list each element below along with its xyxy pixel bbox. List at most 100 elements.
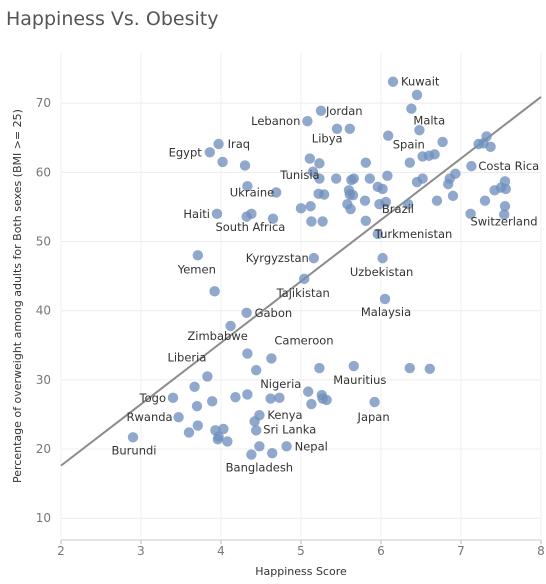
- data-point[interactable]: [246, 208, 257, 220]
- data-point[interactable]: [485, 141, 496, 152]
- data-point[interactable]: [360, 157, 371, 168]
- data-point[interactable]: [319, 189, 330, 200]
- data-point[interactable]: [314, 362, 325, 374]
- data-point[interactable]: [431, 195, 443, 206]
- data-point[interactable]: [191, 400, 203, 412]
- data-point[interactable]: [211, 208, 223, 220]
- data-point[interactable]: [414, 124, 425, 136]
- data-point[interactable]: [218, 423, 229, 435]
- data-point[interactable]: [271, 187, 282, 198]
- data-point[interactable]: [437, 136, 448, 148]
- data-point[interactable]: [499, 201, 511, 212]
- data-point[interactable]: [347, 189, 359, 201]
- data-point[interactable]: [267, 447, 278, 459]
- data-point[interactable]: [254, 441, 265, 452]
- data-point[interactable]: [302, 115, 313, 127]
- data-point[interactable]: [403, 198, 414, 210]
- data-point[interactable]: [500, 183, 511, 195]
- data-point[interactable]: [217, 156, 228, 168]
- data-point[interactable]: [443, 178, 454, 190]
- data-point[interactable]: [466, 160, 477, 172]
- data-point[interactable]: [209, 286, 220, 297]
- data-point[interactable]: [377, 183, 388, 195]
- data-point[interactable]: [242, 180, 253, 192]
- data-point[interactable]: [246, 449, 257, 460]
- data-point[interactable]: [331, 173, 342, 184]
- data-point[interactable]: [344, 123, 355, 134]
- data-point[interactable]: [267, 213, 279, 224]
- data-point[interactable]: [382, 170, 393, 182]
- data-point[interactable]: [307, 166, 319, 177]
- data-point[interactable]: [331, 123, 343, 134]
- data-point[interactable]: [305, 201, 316, 212]
- data-point[interactable]: [189, 381, 200, 392]
- data-point[interactable]: [173, 412, 184, 423]
- data-point[interactable]: [265, 393, 276, 404]
- data-point[interactable]: [377, 252, 388, 264]
- data-point[interactable]: [242, 389, 253, 400]
- data-point[interactable]: [465, 208, 476, 220]
- data-point[interactable]: [404, 157, 415, 168]
- data-point[interactable]: [295, 203, 307, 214]
- data-point[interactable]: [306, 216, 317, 227]
- data-point[interactable]: [242, 348, 253, 359]
- data-point[interactable]: [345, 203, 356, 215]
- point-label: Kenya: [267, 408, 302, 422]
- data-point[interactable]: [225, 320, 236, 332]
- data-point[interactable]: [222, 436, 233, 447]
- data-point[interactable]: [315, 105, 327, 116]
- data-point[interactable]: [230, 391, 241, 403]
- data-point[interactable]: [281, 441, 292, 452]
- data-point[interactable]: [348, 360, 359, 372]
- data-point[interactable]: [383, 130, 394, 141]
- data-point[interactable]: [167, 392, 179, 404]
- data-point[interactable]: [202, 371, 213, 382]
- data-point[interactable]: [317, 216, 328, 227]
- data-point[interactable]: [346, 174, 357, 186]
- data-point[interactable]: [479, 195, 491, 206]
- data-point[interactable]: [303, 386, 314, 397]
- data-point[interactable]: [192, 250, 203, 261]
- data-point[interactable]: [424, 363, 435, 375]
- data-point[interactable]: [299, 273, 310, 285]
- data-point[interactable]: [379, 293, 391, 305]
- data-point[interactable]: [212, 434, 223, 445]
- data-point[interactable]: [251, 364, 262, 376]
- data-point[interactable]: [266, 353, 277, 364]
- data-point[interactable]: [239, 160, 251, 171]
- data-point[interactable]: [447, 190, 459, 202]
- data-point[interactable]: [499, 209, 510, 220]
- data-point[interactable]: [314, 173, 325, 184]
- data-point[interactable]: [183, 427, 195, 438]
- data-point[interactable]: [321, 394, 332, 406]
- data-point[interactable]: [251, 425, 262, 436]
- data-point[interactable]: [404, 362, 415, 374]
- data-point[interactable]: [207, 396, 218, 407]
- data-point[interactable]: [387, 76, 399, 87]
- data-point[interactable]: [304, 153, 315, 164]
- data-point[interactable]: [306, 398, 317, 410]
- data-point[interactable]: [489, 185, 500, 196]
- point-label: Lebanon: [251, 114, 300, 128]
- data-point[interactable]: [213, 138, 224, 150]
- data-point[interactable]: [406, 103, 417, 114]
- data-point[interactable]: [308, 252, 319, 264]
- data-point[interactable]: [411, 89, 423, 101]
- x-tick-label: 8: [537, 544, 545, 558]
- data-point[interactable]: [473, 138, 484, 150]
- data-point[interactable]: [364, 173, 375, 184]
- data-point[interactable]: [241, 307, 252, 318]
- data-point[interactable]: [429, 149, 440, 160]
- data-point[interactable]: [204, 147, 215, 158]
- data-point[interactable]: [127, 432, 139, 443]
- data-point[interactable]: [249, 416, 260, 427]
- data-point[interactable]: [380, 196, 391, 208]
- data-point[interactable]: [314, 158, 325, 169]
- data-point[interactable]: [369, 396, 380, 408]
- data-point[interactable]: [359, 195, 371, 206]
- data-point[interactable]: [360, 215, 371, 226]
- data-point[interactable]: [417, 173, 428, 184]
- data-point[interactable]: [274, 392, 285, 404]
- data-point[interactable]: [372, 228, 383, 240]
- data-point[interactable]: [192, 420, 203, 431]
